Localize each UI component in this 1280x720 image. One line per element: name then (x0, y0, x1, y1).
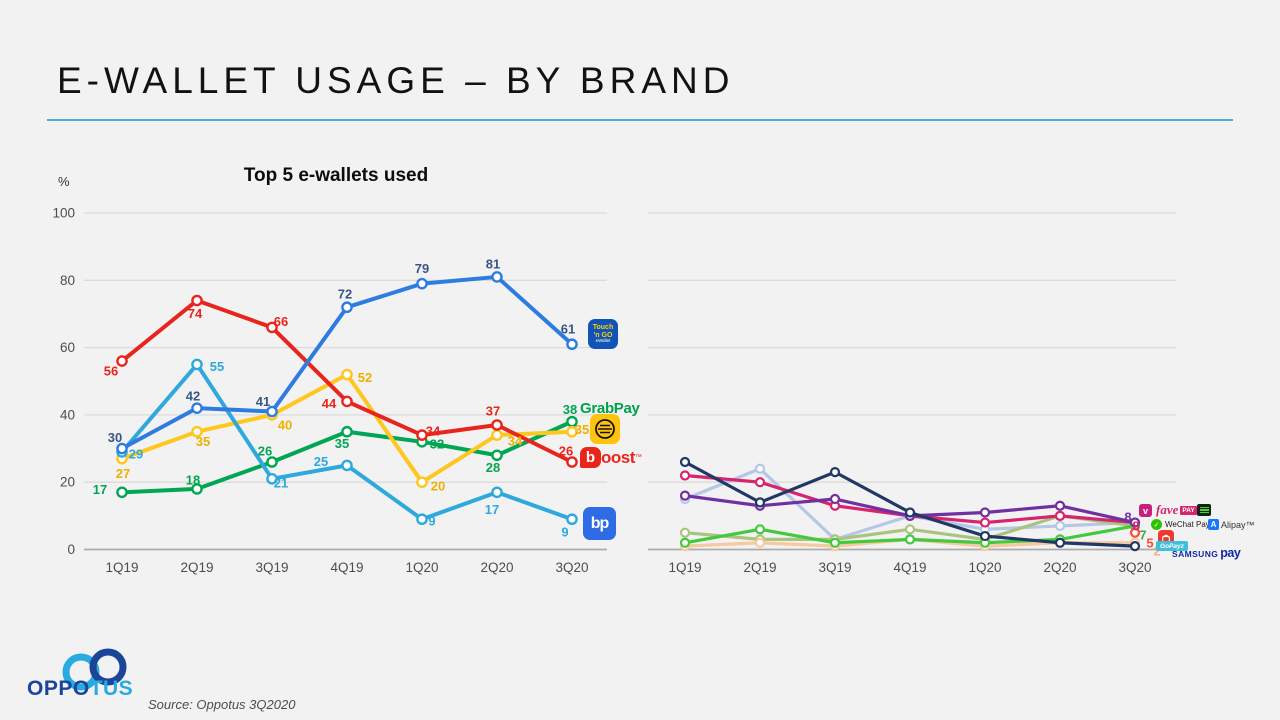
grabpay-logo: GrabPay (580, 400, 640, 417)
title-rule (47, 119, 1233, 121)
svg-text:30: 30 (108, 430, 122, 445)
wechat-check-icon: ✓ (1151, 519, 1162, 530)
svg-text:25: 25 (314, 454, 328, 469)
oppotus-rings-icon (62, 648, 127, 691)
svg-text:1Q19: 1Q19 (668, 560, 701, 575)
alipay-icon: A (1208, 519, 1219, 530)
svg-text:32: 32 (430, 436, 444, 451)
samsung-pay-logo: SAMSUNG pay (1172, 546, 1241, 560)
svg-text:1Q19: 1Q19 (105, 560, 138, 575)
svg-text:3Q20: 3Q20 (1118, 560, 1151, 575)
svg-text:1Q20: 1Q20 (968, 560, 1001, 575)
svg-text:66: 66 (274, 314, 288, 329)
svg-text:79: 79 (415, 261, 429, 276)
svg-text:42: 42 (186, 389, 200, 404)
svg-text:52: 52 (358, 370, 372, 385)
svg-text:21: 21 (274, 475, 288, 490)
page-title: E-WALLET USAGE – BY BRAND (57, 60, 735, 101)
svg-text:26: 26 (258, 444, 272, 459)
svg-text:55: 55 (210, 359, 224, 374)
svg-text:3Q19: 3Q19 (818, 560, 851, 575)
gopayz-logo: GoPayz (1156, 541, 1188, 551)
boost-b-icon: b (580, 447, 601, 468)
bigpay-logo: bp (583, 507, 616, 540)
svg-text:2Q20: 2Q20 (480, 560, 513, 575)
svg-text:35: 35 (335, 436, 349, 451)
svg-text:44: 44 (322, 396, 337, 411)
alipay-logo: A Alipay™ (1208, 519, 1255, 530)
svg-text:29: 29 (129, 446, 143, 461)
y-axis-unit-label: % (58, 174, 70, 189)
svg-text:60: 60 (60, 340, 75, 355)
svg-text:38: 38 (563, 402, 577, 417)
svg-text:9: 9 (428, 514, 435, 529)
svg-text:35: 35 (196, 434, 210, 449)
svg-text:81: 81 (486, 256, 500, 271)
svg-text:4Q19: 4Q19 (893, 560, 926, 575)
svg-text:37: 37 (486, 403, 500, 418)
svg-text:9: 9 (561, 525, 568, 540)
maybank-tiger-emblem (595, 419, 615, 439)
wechat-pay-logo: ✓ WeChat Pay (1151, 519, 1210, 530)
svg-text:3Q20: 3Q20 (555, 560, 588, 575)
svg-text:17: 17 (485, 502, 499, 517)
svg-text:3Q19: 3Q19 (255, 560, 288, 575)
svg-text:35: 35 (575, 422, 589, 437)
svg-text:1Q20: 1Q20 (405, 560, 438, 575)
svg-text:5: 5 (1146, 536, 1153, 551)
svg-text:2Q19: 2Q19 (743, 560, 776, 575)
tng-logo-text: Touch (592, 324, 614, 332)
svg-text:18: 18 (186, 472, 200, 487)
svg-text:40: 40 (278, 417, 292, 432)
source-note: Source: Oppotus 3Q2020 (148, 697, 296, 712)
svg-text:20: 20 (431, 479, 445, 494)
svg-text:80: 80 (60, 273, 75, 288)
svg-text:56: 56 (104, 364, 118, 379)
svg-text:4Q19: 4Q19 (330, 560, 363, 575)
svg-text:7: 7 (1139, 528, 1146, 543)
razer-pay-logo (1197, 504, 1211, 516)
svg-text:8: 8 (1132, 519, 1139, 534)
svg-text:34: 34 (426, 424, 441, 439)
boost-logo: b oost ™ (580, 447, 642, 468)
svg-text:2: 2 (1153, 544, 1160, 559)
favepay-logo: fave PAY (1156, 502, 1197, 517)
svg-text:8: 8 (1124, 510, 1131, 525)
svg-text:40: 40 (60, 407, 75, 422)
svg-text:26: 26 (559, 444, 573, 459)
svg-text:20: 20 (60, 475, 75, 490)
svg-text:74: 74 (188, 306, 203, 321)
svg-text:2Q19: 2Q19 (180, 560, 213, 575)
svg-text:0: 0 (67, 542, 75, 557)
maybank-logo (590, 414, 620, 444)
svg-text:41: 41 (256, 394, 270, 409)
oppotus-wordmark: OPPOTUS (27, 677, 134, 700)
svg-text:2Q20: 2Q20 (1043, 560, 1076, 575)
svg-text:17: 17 (93, 482, 107, 497)
touch-n-go-logo: Touch 'n GO eWallet (588, 319, 618, 349)
vcash-logo: v (1139, 504, 1152, 517)
svg-text:34: 34 (508, 434, 523, 449)
svg-text:100: 100 (52, 206, 75, 221)
svg-text:28: 28 (486, 460, 500, 475)
left-chart-title: Top 5 e-wallets used (243, 165, 429, 186)
svg-text:72: 72 (338, 287, 352, 302)
svg-text:27: 27 (116, 466, 130, 481)
svg-text:61: 61 (561, 322, 575, 337)
